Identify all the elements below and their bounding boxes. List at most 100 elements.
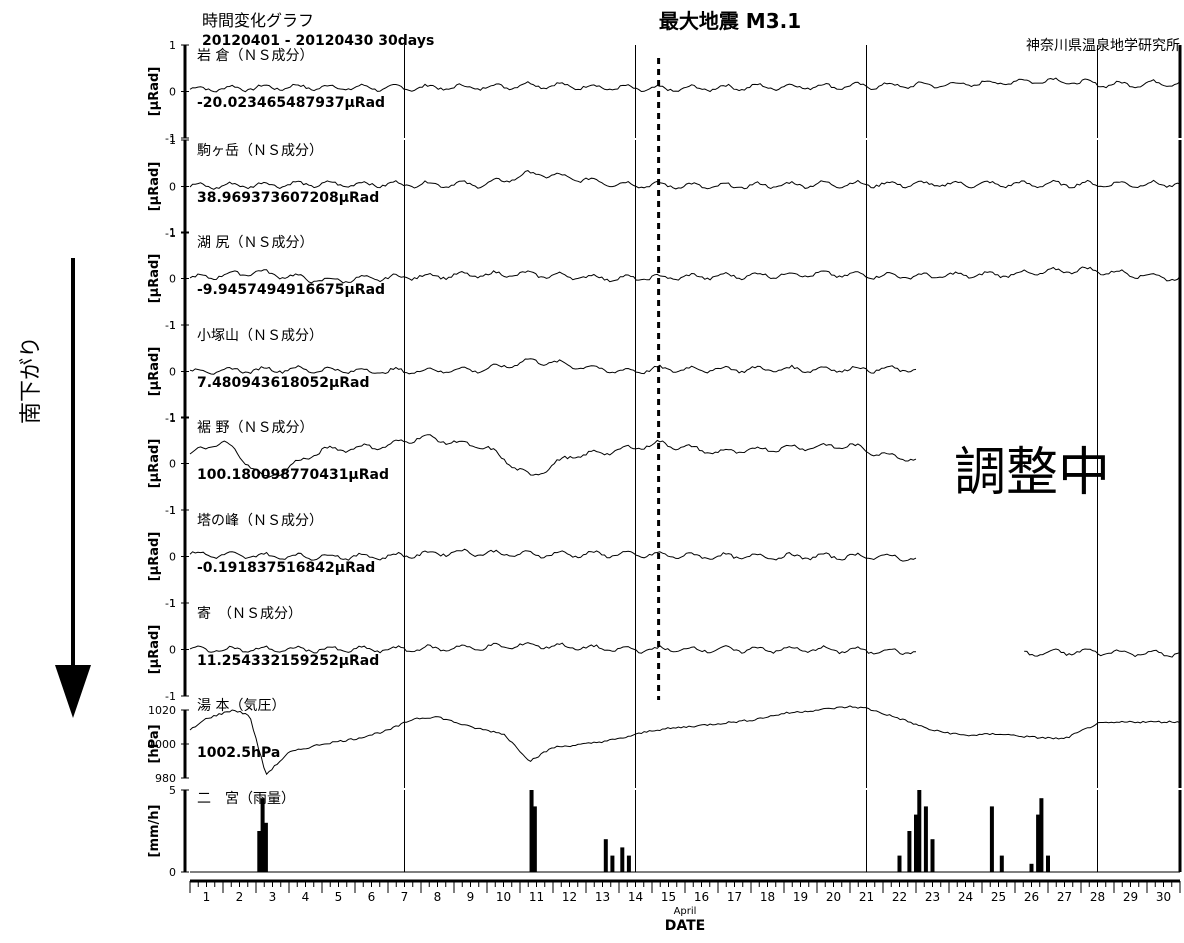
y-unit-label: [μRad] xyxy=(147,67,162,117)
y-tick-label: -1 xyxy=(165,227,176,240)
panels-layer: 10-1[μRad]岩 倉（ＮＳ成分）-20.023465487937μRad1… xyxy=(147,39,1182,879)
x-tick-label: 17 xyxy=(727,890,742,904)
rain-bar xyxy=(930,839,935,872)
series-line xyxy=(189,170,1181,190)
y-tick-label: 5 xyxy=(169,784,176,797)
y-tick-label: 1020 xyxy=(148,704,176,717)
x-tick-label: 15 xyxy=(661,890,676,904)
y-tick-label: 1 xyxy=(169,319,176,332)
y-tick-label: -1 xyxy=(165,412,176,425)
series-line xyxy=(189,434,917,478)
x-month-label: April xyxy=(674,906,697,917)
rain-bar xyxy=(260,798,265,872)
rain-bar xyxy=(923,806,928,872)
offset-value: 11.254332159252μRad xyxy=(197,653,379,669)
y-tick-label: 1 xyxy=(169,411,176,424)
x-tick-label: 29 xyxy=(1123,890,1138,904)
x-tick-label: 7 xyxy=(401,890,409,904)
tilt-panel: 1 0 -1 [μRad] 駒ヶ岳（ＮＳ成分） 38.969373607208μRad xyxy=(147,134,1182,240)
series-line xyxy=(189,642,917,656)
panel-name: 寄 （ＮＳ成分） xyxy=(197,605,302,622)
y-tick-label: -1 xyxy=(165,690,176,703)
y-unit-label: [μRad] xyxy=(147,347,162,397)
x-tick-label: 9 xyxy=(467,890,475,904)
x-tick-label: 6 xyxy=(368,890,376,904)
overlay-text: 調整中 xyxy=(954,443,1110,503)
rain-bar xyxy=(1046,855,1050,872)
y-unit-label: [μRad] xyxy=(147,625,162,675)
x-tick-label: 14 xyxy=(628,890,643,904)
y-tick-label: 1 xyxy=(169,134,176,147)
rain-bar xyxy=(603,839,608,872)
panel-name: 岩 倉（ＮＳ成分） xyxy=(197,48,313,64)
panel-name: 二 宮（雨量） xyxy=(197,791,295,807)
tilt-panel: 1 0 -1 [μRad] 湖 尻（ＮＳ成分） -9.9457494916675μRad xyxy=(147,226,1182,332)
tilt-panel: 1 0 -1 [μRad] 岩 倉（ＮＳ成分） -20.023465487937μRad xyxy=(147,39,1182,145)
period-label: 20120401 - 20120430 30days xyxy=(202,33,434,49)
rain-bar xyxy=(1029,863,1034,872)
x-tick-label: 23 xyxy=(925,890,940,904)
rain-bar xyxy=(907,831,912,872)
pressure-line xyxy=(189,705,1181,776)
y-tick-label: 980 xyxy=(155,772,176,785)
rain-panel: 5 0 [mm/h] 二 宮（雨量） xyxy=(147,784,1182,879)
series-line xyxy=(189,266,1181,284)
panel-name: 湖 尻（ＮＳ成分） xyxy=(197,235,313,251)
x-tick-label: 24 xyxy=(958,890,973,904)
y-unit-label: [μRad] xyxy=(147,532,162,582)
rain-bar xyxy=(529,790,534,872)
x-tick-label: 20 xyxy=(826,890,841,904)
x-tick-label: 28 xyxy=(1090,890,1105,904)
offset-value: -9.9457494916675μRad xyxy=(197,282,385,298)
series-line xyxy=(1024,648,1181,658)
x-axis-title: DATE xyxy=(665,918,705,934)
offset-value: -0.191837516842μRad xyxy=(197,560,375,576)
rain-bar xyxy=(917,790,922,872)
rain-bar xyxy=(620,847,625,872)
x-axis: 1 2 3 4 5 6 7 8 9 10 11 12 13 14 15 16 17 18 19 20 21 22 23 24 2… xyxy=(189,879,1181,934)
y-tick-label: -1 xyxy=(165,132,176,145)
panel-name: 小塚山（ＮＳ成分） xyxy=(197,328,323,344)
x-tick-label: 1 xyxy=(203,890,211,904)
y-tick-label: 1000 xyxy=(148,738,176,751)
x-tick-label: 26 xyxy=(1024,890,1039,904)
x-tick-label: 3 xyxy=(269,890,277,904)
tilt-panel: 1 0 -1 [μRad] 裾 野（ＮＳ成分） 100.180098770431μRad xyxy=(147,411,1182,517)
x-tick-label: 13 xyxy=(595,890,610,904)
institute-label: 神奈川県温泉地学研究所 xyxy=(1026,37,1180,54)
rain-bar xyxy=(1039,798,1044,872)
y-tick-label: -1 xyxy=(165,597,176,610)
rain-bar xyxy=(897,855,902,872)
rain-bar xyxy=(257,831,262,872)
pressure-value: 1002.5hPa xyxy=(197,745,280,761)
x-tick-label: 21 xyxy=(859,890,874,904)
x-tick-label: 30 xyxy=(1156,890,1171,904)
x-tick-label: 19 xyxy=(793,890,808,904)
x-tick-label: 16 xyxy=(694,890,709,904)
y-tick-label: 1 xyxy=(169,226,176,239)
x-tick-label: 2 xyxy=(236,890,244,904)
x-tick-label: 25 xyxy=(991,890,1006,904)
x-tick-label: 8 xyxy=(434,890,442,904)
rain-bar xyxy=(1036,814,1041,872)
panel-name: 塔の峰（ＮＳ成分） xyxy=(197,513,323,529)
y-unit-label: [μRad] xyxy=(147,439,162,489)
pressure-panel: 1020 1000 980 [hPa] 湯 本（気圧） 1002.5hPa xyxy=(147,695,1182,788)
x-tick-label: 10 xyxy=(496,890,511,904)
panel-name: 駒ヶ岳（ＮＳ成分） xyxy=(197,143,323,159)
rain-bar xyxy=(989,806,994,872)
south-down-arrow xyxy=(55,258,91,718)
y-tick-label: 1 xyxy=(169,39,176,52)
y-tick-label: 0 xyxy=(169,86,176,99)
x-tick-label: 27 xyxy=(1057,890,1072,904)
series-line xyxy=(189,548,917,562)
y-tick-label: 0 xyxy=(169,273,176,286)
panel-name: 湯 本（気圧） xyxy=(197,697,285,714)
arrow-head xyxy=(55,665,91,718)
y-tick-label: -1 xyxy=(165,319,176,332)
offset-value: -20.023465487937μRad xyxy=(197,95,385,111)
x-tick-label: 4 xyxy=(302,890,310,904)
tilt-panel: 1 0 -1 [μRad] 寄 （ＮＳ成分） 11.254332159252μRad xyxy=(147,597,1182,703)
